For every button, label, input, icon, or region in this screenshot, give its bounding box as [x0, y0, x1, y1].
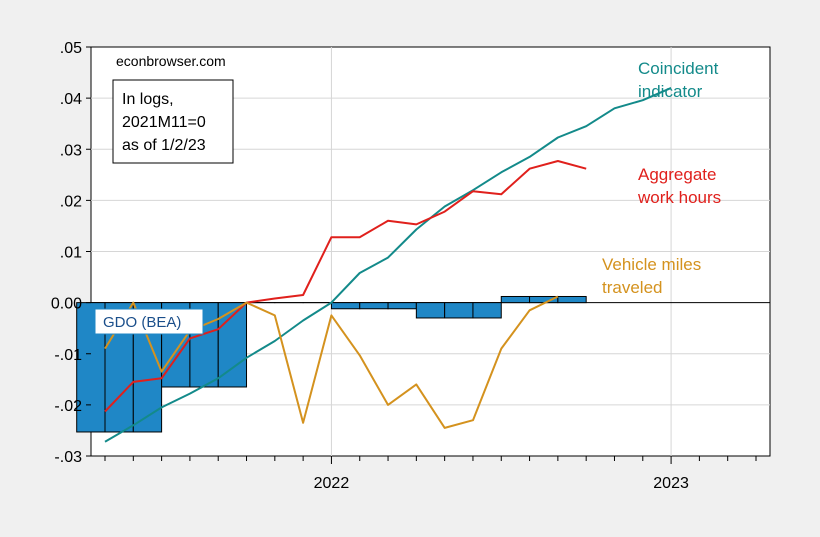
gdo-bar: [445, 303, 473, 318]
gdo-bar: [473, 303, 501, 318]
note-line-1: In logs,: [122, 91, 174, 108]
note-box: In logs, 2021M11=0 as of 1/2/23: [113, 80, 233, 163]
series-label-coincident-indicator: indicator: [638, 82, 703, 101]
gdo-bar: [416, 303, 444, 318]
note-line-3: as of 1/2/23: [122, 137, 206, 154]
series-label-aggregate-work-hours: work hours: [637, 188, 721, 207]
series-label-vehicle-miles-traveled: Vehicle miles: [602, 255, 701, 274]
y-tick-label: .05: [60, 40, 82, 57]
y-tick-label: 0.00: [51, 296, 82, 313]
y-tick-label: .02: [60, 193, 82, 210]
gdo-bar: [360, 303, 388, 309]
y-tick-label: .04: [60, 91, 82, 108]
y-tick-label: -.02: [54, 398, 82, 415]
y-tick-label: -.01: [54, 347, 82, 364]
y-tick-label: .03: [60, 142, 82, 159]
note-line-2: 2021M11=0: [122, 114, 206, 131]
y-tick-label: .01: [60, 245, 82, 262]
gdo-bar: [388, 303, 416, 309]
gdo-bar: [501, 296, 529, 302]
gdo-bar: [331, 303, 359, 309]
series-label-vehicle-miles-traveled: traveled: [602, 278, 662, 297]
gdo-label-box: GDO (BEA): [95, 309, 203, 334]
gdo-bar: [558, 296, 586, 302]
x-tick-label: 2023: [653, 475, 689, 492]
gdo-label: GDO (BEA): [103, 314, 181, 331]
x-tick-label: 2022: [314, 475, 350, 492]
series-label-aggregate-work-hours: Aggregate: [638, 165, 716, 184]
y-tick-label: -.03: [54, 449, 82, 466]
series-label-coincident-indicator: Coincident: [638, 59, 719, 78]
source-label: econbrowser.com: [116, 53, 226, 69]
